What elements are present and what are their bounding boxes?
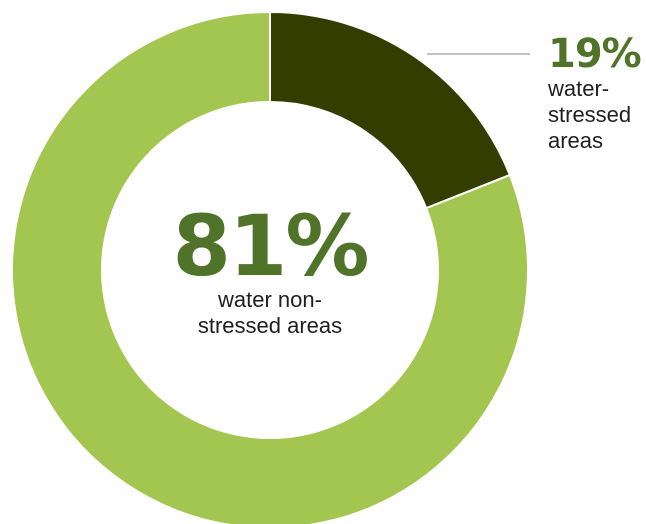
stressed-percent: 19% — [548, 31, 642, 77]
slice-water-non-stressed — [11, 10, 529, 524]
slice-water-stressed — [269, 10, 512, 210]
center-label: 81% water non-stressed areas — [170, 197, 370, 339]
stressed-callout: 19% water-stressed areas — [548, 32, 644, 154]
non-stressed-description: water non-stressed areas — [197, 287, 343, 338]
non-stressed-percent: 81% — [172, 197, 369, 295]
stressed-description: water-stressed areas — [548, 76, 632, 153]
